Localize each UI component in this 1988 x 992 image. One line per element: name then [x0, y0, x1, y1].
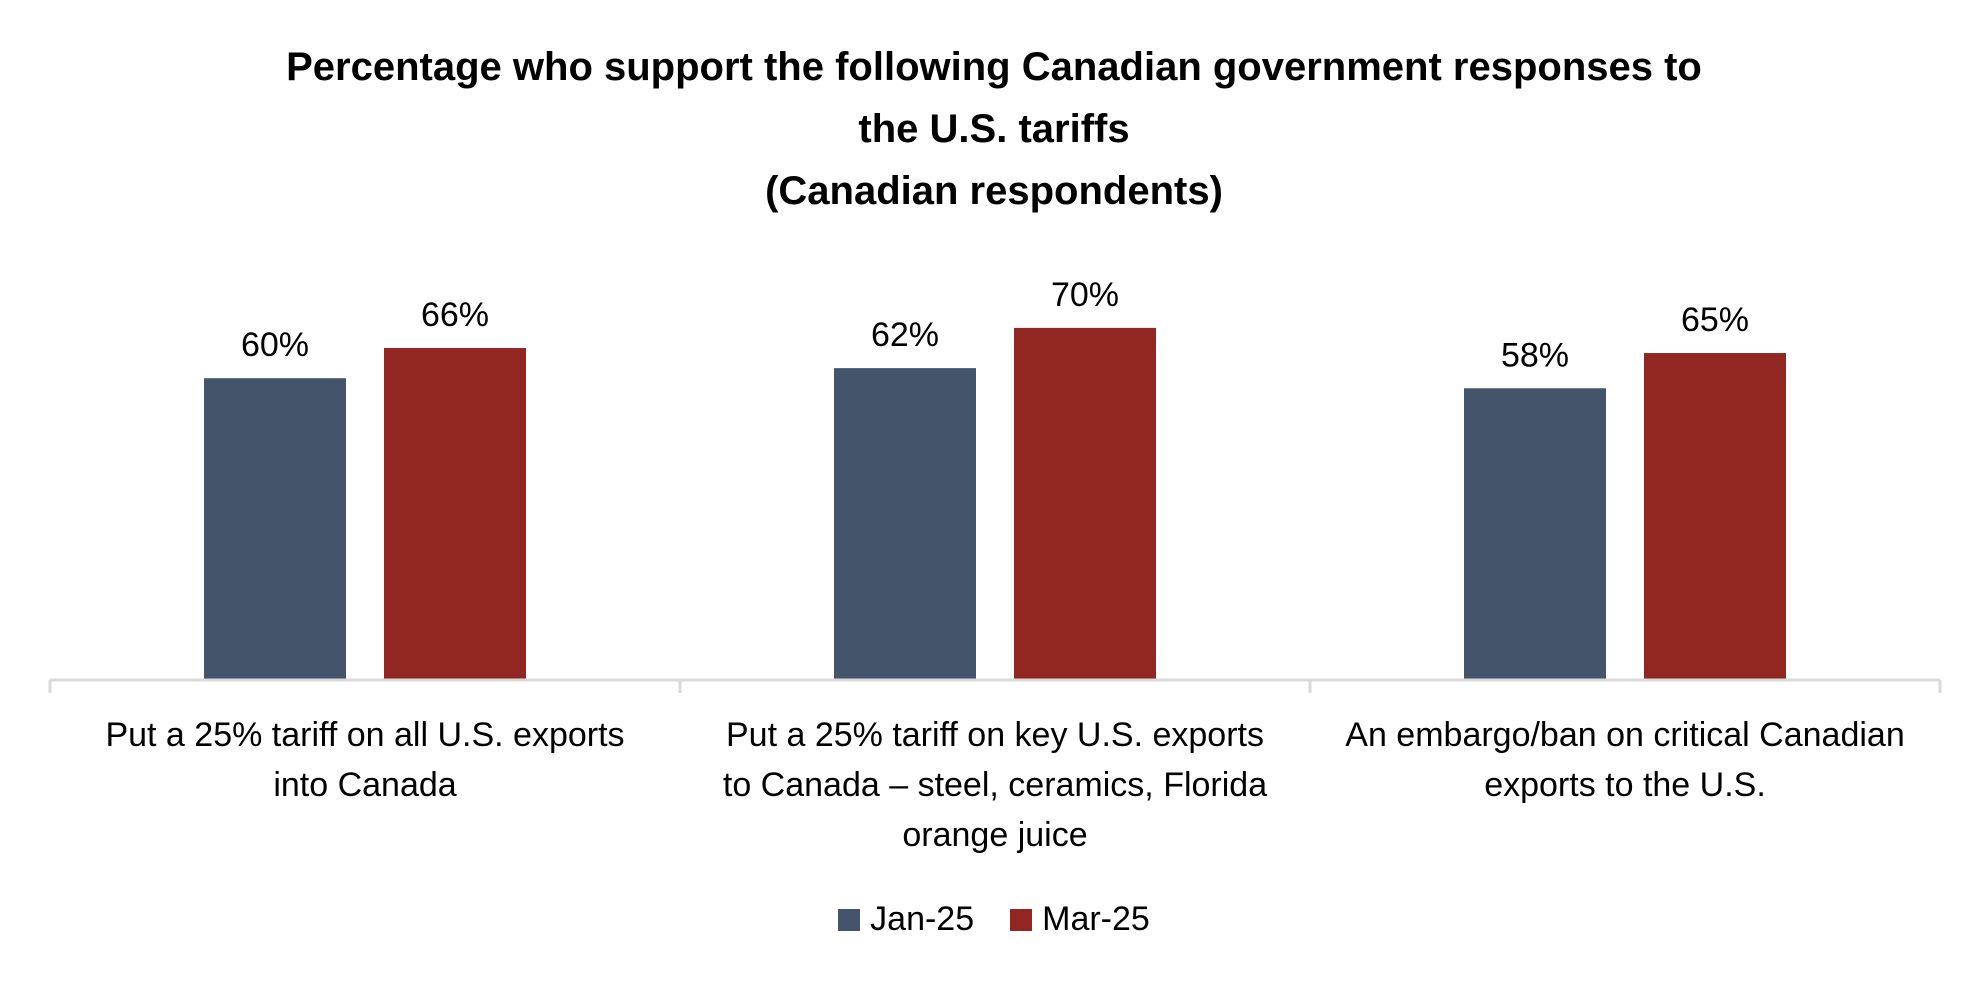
data-label-1-mar-25: 66% — [421, 296, 489, 334]
legend-item-jan-25: Jan-25 — [838, 900, 974, 939]
category-label-2-line-2: to Canada – steel, ceramics, Florida — [722, 766, 1268, 804]
category-label-3: An embargo/ban on critical Canadian expo… — [1310, 710, 1940, 810]
chart-title-line-2: the U.S. tariffs — [858, 107, 1130, 151]
legend: Jan-25 Mar-25 — [0, 900, 1988, 939]
bar-2-jan-25 — [834, 368, 976, 680]
chart-title-line-3: (Canadian respondents) — [765, 169, 1223, 213]
category-label-1-line-2: into Canada — [273, 766, 457, 804]
category-label-2-line-1: Put a 25% tariff on key U.S. exports — [726, 716, 1264, 754]
data-label-1-jan-25: 60% — [241, 326, 309, 364]
data-label-2-jan-25: 62% — [871, 316, 939, 354]
data-label-2-mar-25: 70% — [1051, 276, 1119, 314]
category-label-1-line-1: Put a 25% tariff on all U.S. exports — [105, 716, 625, 754]
bar-3-mar-25 — [1644, 353, 1786, 680]
category-label-2-line-3: orange juice — [902, 816, 1088, 854]
bar-1-jan-25 — [204, 378, 346, 680]
chart-title-line-1: Percentage who support the following Can… — [286, 45, 1702, 89]
bar-1-mar-25 — [384, 348, 526, 680]
data-label-3-mar-25: 65% — [1681, 301, 1749, 339]
data-label-3-jan-25: 58% — [1501, 336, 1569, 374]
bar-2-mar-25 — [1014, 327, 1156, 680]
category-label-1: Put a 25% tariff on all U.S. exports int… — [50, 710, 680, 810]
category-label-3-line-1: An embargo/ban on critical Canadian — [1345, 716, 1905, 754]
bar-3-jan-25 — [1464, 388, 1606, 680]
legend-label-jan-25: Jan-25 — [870, 900, 975, 938]
legend-item-mar-25: Mar-25 — [1010, 900, 1150, 939]
legend-label-mar-25: Mar-25 — [1042, 900, 1150, 938]
legend-swatch-mar-25 — [1010, 908, 1033, 931]
category-label-3-line-2: exports to the U.S. — [1484, 766, 1766, 804]
category-label-2: Put a 25% tariff on key U.S. exports to … — [680, 710, 1310, 860]
legend-swatch-jan-25 — [838, 908, 861, 931]
